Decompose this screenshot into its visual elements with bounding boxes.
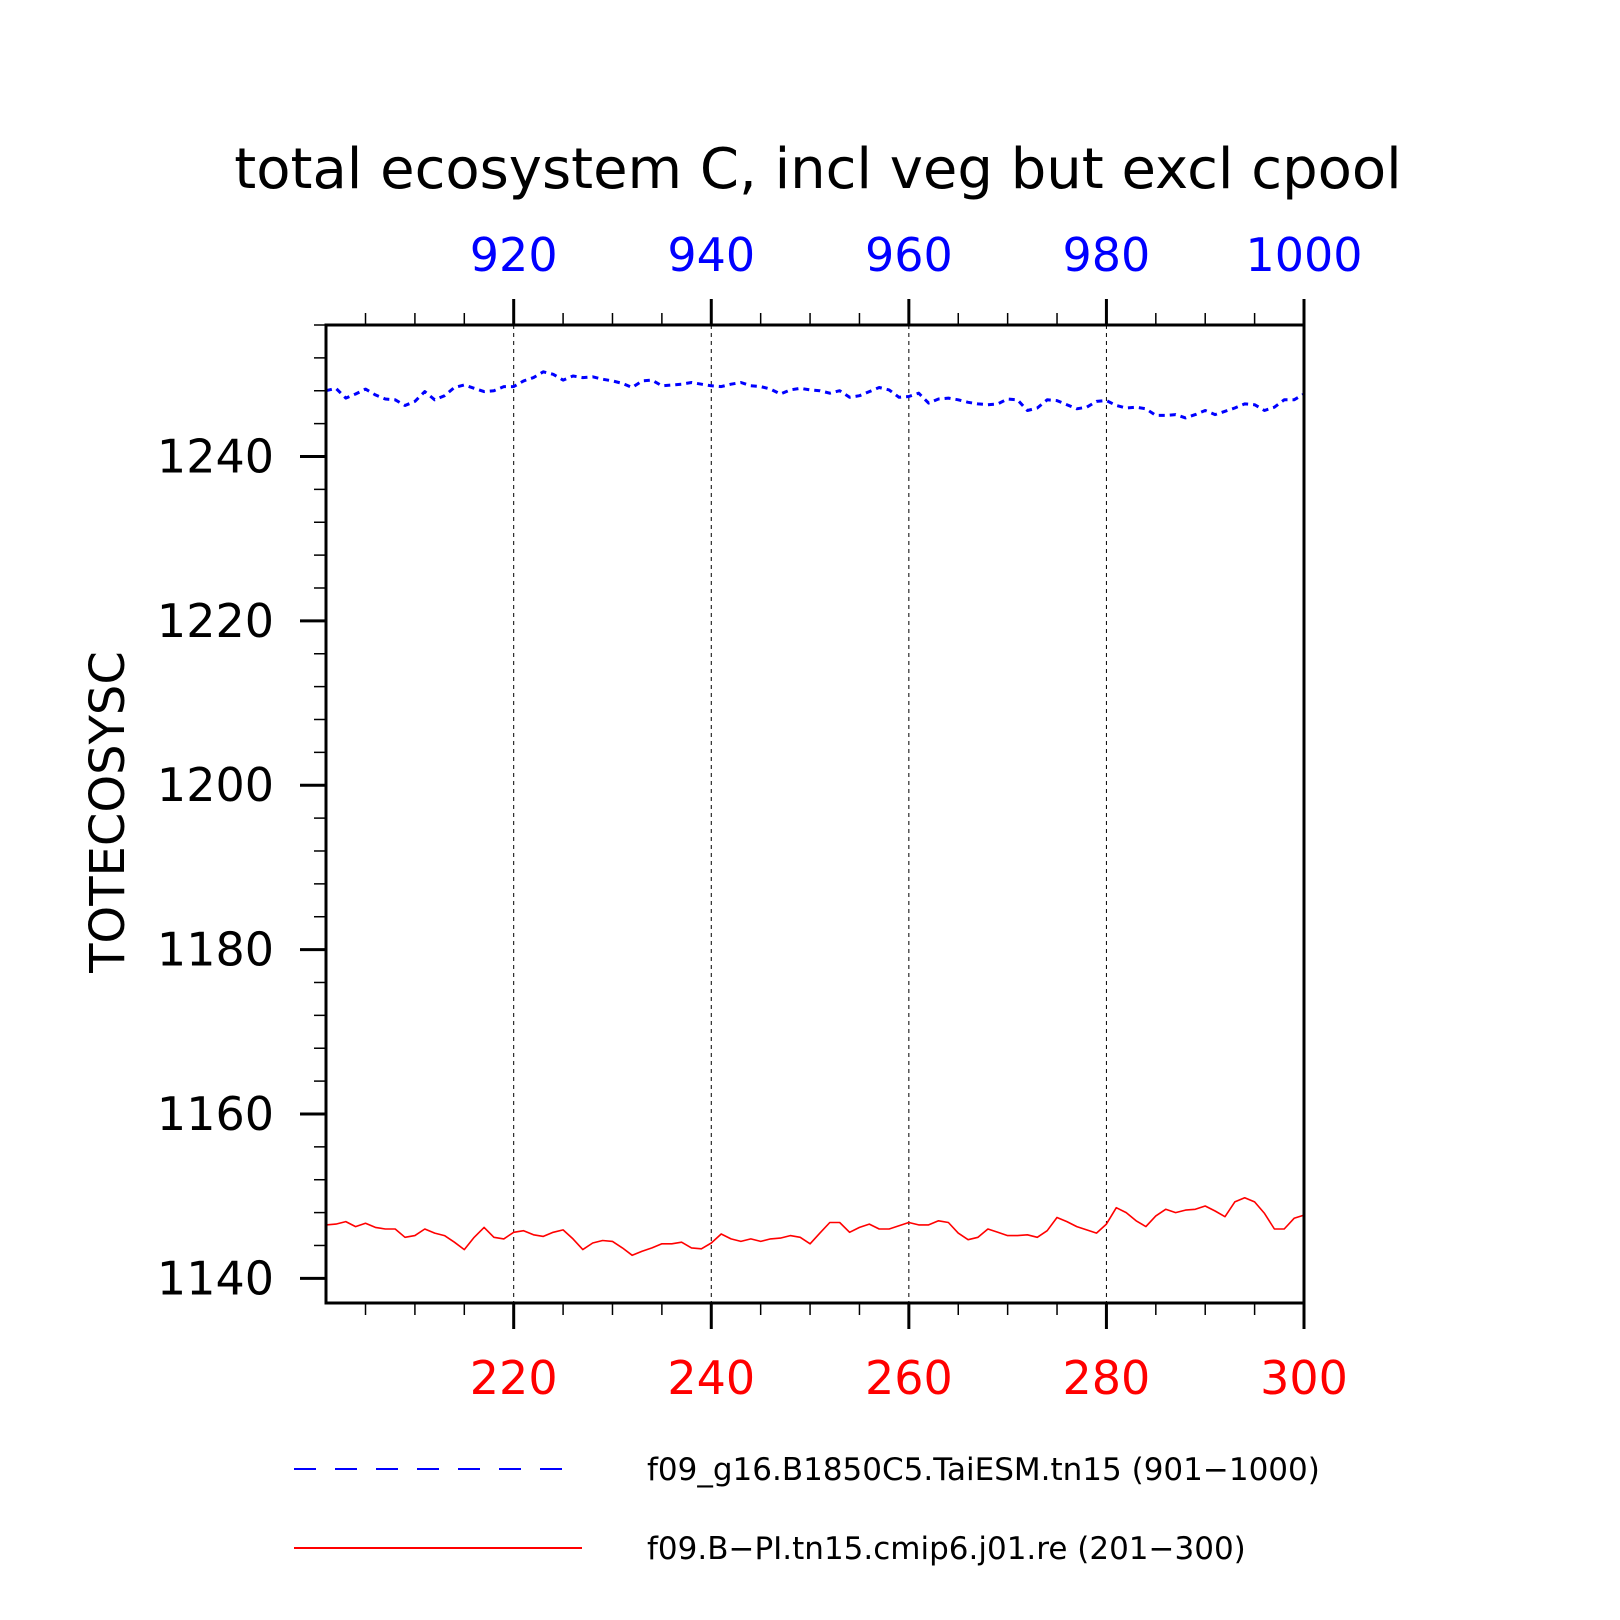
x-top-tick-label: 940	[667, 228, 755, 282]
axis-ticks	[300, 299, 1306, 1329]
y-tick-label: 1220	[157, 594, 274, 648]
y-axis-label: TOTECOSYSC	[80, 651, 136, 974]
y-tick-label: 1240	[157, 429, 274, 483]
x-top-tick-label: 960	[865, 228, 953, 282]
x-top-tick-label: 980	[1063, 228, 1151, 282]
y-tick-label: 1180	[157, 923, 274, 977]
series-line-taiesm	[325, 370, 1305, 420]
plot-frame	[324, 323, 1306, 1305]
x-top-tick-label: 920	[470, 228, 558, 282]
series-lines	[325, 370, 1305, 1257]
x-top-tick-label: 1000	[1245, 228, 1362, 282]
chart-title: total ecosystem C, incl veg but excl cpo…	[234, 137, 1401, 202]
legend-label-cmip6: f09.B−PI.tn15.cmip6.j01.re (201−300)	[647, 1531, 1246, 1567]
x-bottom-tick-label: 240	[667, 1351, 755, 1405]
y-tick-label: 1140	[157, 1251, 274, 1305]
x-bottom-tick-label: 260	[865, 1351, 953, 1405]
tick-labels: 220 240 260 280 300 920 940 960 980 1000 1140 1160 1…	[157, 228, 1363, 1405]
x-bottom-tick-label: 280	[1063, 1351, 1151, 1405]
legend: f09_g16.B1850C5.TaiESM.tn15 (901−1000) f…	[294, 1452, 1320, 1567]
y-tick-label: 1160	[157, 1087, 274, 1141]
legend-label-taiesm: f09_g16.B1850C5.TaiESM.tn15 (901−1000)	[647, 1452, 1320, 1488]
x-bottom-tick-label: 300	[1260, 1351, 1348, 1405]
x-bottom-tick-label: 220	[470, 1351, 558, 1405]
grid-lines	[513, 325, 1107, 1303]
series-line-cmip6	[325, 1197, 1305, 1257]
y-tick-label: 1200	[157, 758, 274, 812]
